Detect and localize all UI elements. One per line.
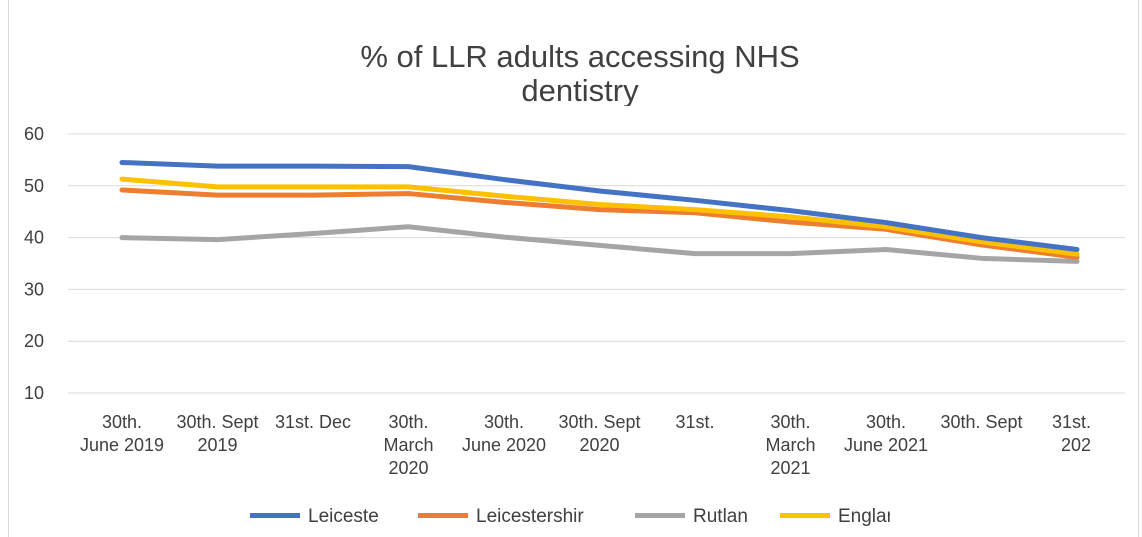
x-category-label-line: March (383, 435, 433, 455)
series-line-leiceste (119, 159, 1080, 253)
chart-title: % of LLR adults accessing NHS dentistry (300, 40, 860, 106)
x-category-label-line: 30th. Sept (558, 412, 640, 432)
x-category-label: 30th. March 2021 (765, 412, 815, 478)
x-category-label-line: 202 (1061, 435, 1091, 455)
x-category-label-line: 30th. (770, 412, 810, 432)
chart-title-line-2: dentistry (521, 73, 639, 107)
x-category-label-line: 31st. (1052, 412, 1091, 432)
x-category-label: 30th. Sept 2019 (176, 412, 258, 455)
x-category-label-line: 2020 (388, 458, 428, 478)
x-category-label-line: 31st. (675, 412, 714, 432)
x-category-label-line: March (765, 435, 815, 455)
series-line-rutlan (119, 224, 1080, 264)
legend-label: Leicestershir (476, 506, 584, 527)
legend-label: Rutlan (693, 506, 748, 527)
series-line-leicestershir (119, 187, 1080, 260)
y-tick-label: 20 (24, 331, 44, 351)
chart-title-line-1: % of LLR adults accessing NHS (360, 40, 800, 74)
legend-swatch (635, 513, 685, 518)
legend-swatch (780, 513, 830, 518)
y-tick-label: 40 (24, 228, 44, 248)
x-category-label-line: June 2019 (80, 435, 164, 455)
x-category-label: 30th. June 2020 (462, 412, 546, 455)
legend-swatch (250, 513, 300, 518)
x-category-label-line: 2019 (197, 435, 237, 455)
x-category-label: 31st. Dec (275, 412, 351, 432)
x-category-label: 30th. Sept 2020 (558, 412, 640, 455)
x-category-label: 31st. (675, 412, 714, 432)
legend-swatch (418, 513, 468, 518)
y-tick-label: 60 (24, 124, 44, 144)
x-category-label: 30th. March 2020 (383, 412, 433, 478)
x-category-label-line: 30th. Sept (940, 412, 1022, 432)
x-category-label-line: June 2020 (462, 435, 546, 455)
x-category-label-line: 2021 (770, 458, 810, 478)
y-tick-label: 10 (24, 383, 44, 403)
x-category-label: 31st. 202 (1052, 412, 1091, 455)
chart-right-border (1138, 0, 1139, 537)
x-category-label-line: 30th. (484, 412, 524, 432)
chart-legend: Leiceste Leicestershir Rutlan Englan (250, 502, 890, 537)
legend-label: Leiceste (308, 506, 379, 527)
y-tick-label: 30 (24, 279, 44, 299)
x-category-label: 30th. June 2021 (844, 412, 928, 455)
x-category-label-line: 2020 (579, 435, 619, 455)
x-category-label-line: June 2021 (844, 435, 928, 455)
x-category-label: 30th. Sept (940, 412, 1022, 432)
series-line-englan (119, 176, 1080, 257)
x-category-label-line: 30th. (388, 412, 428, 432)
x-category-label-line: 30th. (866, 412, 906, 432)
legend-label: Englan (838, 506, 890, 527)
line-chart-plot: 60 50 40 30 20 10 30th. June 2019 30th. Sept 2019… (24, 124, 1125, 478)
chart-left-border (8, 0, 9, 537)
x-category-label-line: 31st. Dec (275, 412, 351, 432)
x-category-label-line: 30th. Sept (176, 412, 258, 432)
x-category-label: 30th. June 2019 (80, 412, 164, 455)
x-category-label-line: 30th. (102, 412, 142, 432)
y-tick-label: 50 (24, 176, 44, 196)
